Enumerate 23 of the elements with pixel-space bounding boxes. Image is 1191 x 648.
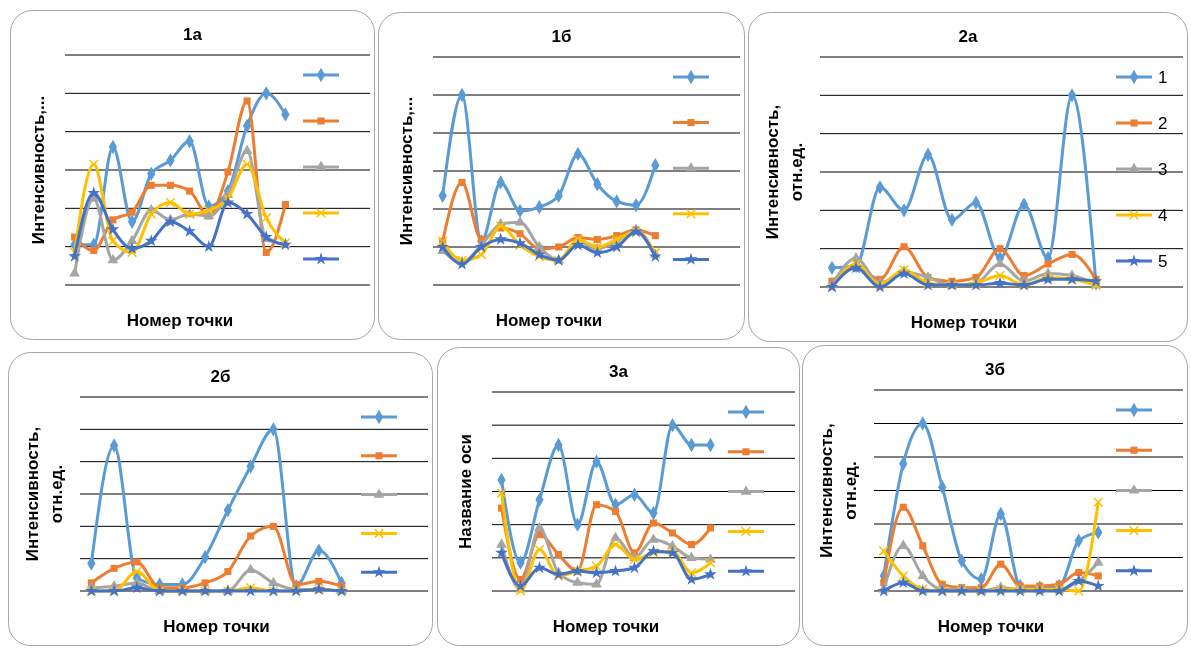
y-axis-title: Интенсивность,... [397, 96, 416, 246]
legend-label: 5 [1158, 252, 1168, 271]
chart-title: 2а [958, 27, 978, 46]
x-axis-title: Номер точки [552, 617, 660, 636]
legend-label: 1 [1158, 68, 1168, 87]
chart-title: 1а [183, 25, 203, 44]
x-axis-title: Номер точки [495, 311, 603, 330]
legend-label: 4 [1158, 206, 1168, 225]
y-axis-title: Интенсивность, отн.ед. [23, 426, 66, 562]
legend-label: 2 [1158, 114, 1168, 133]
y-axis-title: Интенсивность, отн.ед. [763, 104, 806, 240]
chart-title: 3а [609, 362, 629, 381]
x-axis-title: Номер точки [126, 311, 234, 330]
y-axis-title: Интенсивность, отн.ед. [817, 423, 860, 558]
y-axis-title: Интенсивность,... [29, 95, 48, 245]
x-axis-title: Номер точки [163, 617, 270, 636]
x-axis-title: Номер точки [937, 617, 1045, 636]
y-axis-title: Название оси [456, 433, 475, 550]
chart-title: 2б [210, 367, 231, 386]
chart-title: 1б [551, 27, 572, 46]
legend-label: 3 [1158, 160, 1168, 179]
chart-title: 3б [985, 360, 1005, 379]
x-axis-title: Номер точки [910, 313, 1018, 332]
